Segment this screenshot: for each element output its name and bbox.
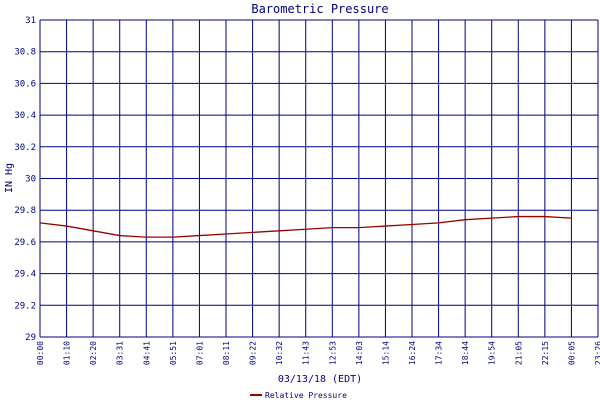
y-tick-label: 29 (25, 333, 36, 343)
data-point (358, 227, 360, 229)
data-point (411, 223, 413, 226)
x-tick-label: 07:01 (195, 341, 204, 365)
legend: Relative Pressure (250, 391, 347, 400)
data-point (491, 217, 493, 219)
x-tick-label: 21:05 (514, 341, 523, 365)
y-tick-label: 29.8 (14, 206, 36, 216)
x-tick-label: 11:43 (302, 341, 311, 365)
data-point (119, 234, 121, 237)
y-tick-label: 30.2 (14, 143, 36, 153)
y-tick-label: 30 (25, 175, 36, 185)
data-point (92, 230, 94, 232)
y-tick-label: 29.6 (14, 238, 36, 248)
data-point (278, 230, 280, 232)
x-tick-label: 17:34 (435, 341, 444, 365)
y-tick-label: 30.4 (14, 111, 36, 121)
x-tick-label: 01:10 (63, 341, 72, 365)
grid (39, 19, 599, 338)
x-tick-label: 23:26 (594, 341, 600, 365)
x-tick-label: 22:15 (541, 341, 550, 365)
data-point (544, 215, 546, 218)
x-tick-labels: 00:00 01:10 02:20 03:31 04:41 05:51 07:01 08:11… (36, 341, 600, 365)
y-tick-label: 29.2 (14, 301, 36, 311)
x-tick-label: 10:32 (275, 341, 284, 365)
data-point (225, 233, 227, 235)
y-tick-label: 30.6 (14, 79, 36, 89)
x-tick-label: 02:20 (89, 341, 98, 365)
data-point (570, 217, 573, 219)
data-point (172, 236, 174, 238)
data-point (331, 227, 333, 229)
data-point (384, 225, 387, 227)
data-point (437, 222, 440, 224)
x-tick-label: 00:05 (567, 341, 576, 365)
data-point (305, 228, 307, 230)
data-point (464, 219, 466, 221)
x-tick-label: 19:54 (488, 341, 497, 365)
x-tick-label: 16:24 (408, 341, 417, 365)
x-tick-label: 18:44 (461, 341, 470, 365)
x-tick-label: 03:31 (116, 341, 125, 365)
legend-label: Relative Pressure (265, 391, 347, 400)
x-axis-label: 03/13/18 (EDT) (278, 374, 362, 385)
chart-title: Barometric Pressure (251, 2, 388, 16)
data-point (39, 222, 41, 224)
data-point (517, 215, 519, 218)
data-point (145, 236, 147, 238)
data-point (65, 225, 68, 227)
x-tick-label: 04:41 (142, 341, 151, 365)
y-axis-label: IN Hg (4, 163, 15, 193)
x-tick-label: 14:03 (355, 341, 364, 365)
x-tick-label: 15:14 (381, 341, 390, 365)
x-tick-label: 05:51 (169, 341, 178, 365)
x-tick-label: 12:53 (328, 341, 337, 365)
x-tick-label: 00:00 (36, 341, 45, 365)
y-tick-labels: 29 29.2 29.4 29.6 29.8 30 30.2 30.4 30.6 30.8 31 (14, 16, 36, 343)
x-tick-label: 08:11 (222, 341, 231, 365)
y-tick-label: 31 (25, 16, 36, 26)
series-layer (39, 215, 573, 238)
y-tick-label: 29.4 (14, 270, 36, 280)
data-point (251, 231, 254, 233)
x-tick-label: 09:22 (249, 341, 258, 365)
y-tick-label: 30.8 (14, 48, 36, 58)
data-point (198, 234, 201, 237)
